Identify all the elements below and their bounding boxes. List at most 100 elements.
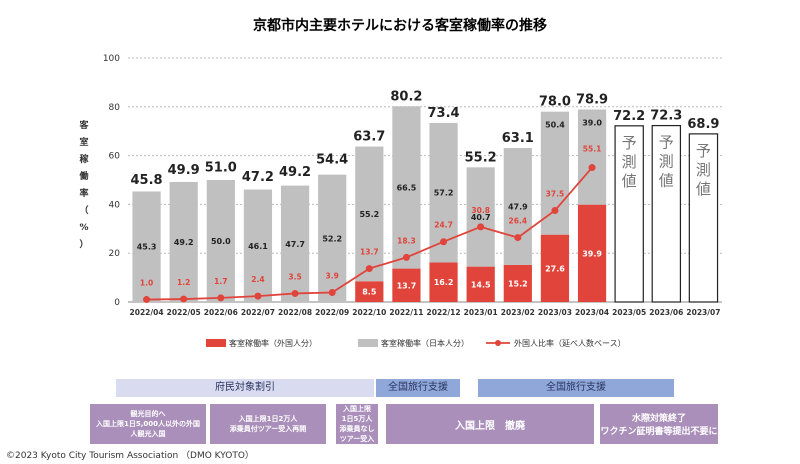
forecast-label: 予 [696, 142, 711, 160]
policy-box-line: 人観光入国 [130, 430, 166, 438]
domestic-bar [355, 146, 384, 282]
total-value-label: 72.3 [650, 109, 682, 124]
policy-box-line: 入国上限1日2万人 [238, 415, 298, 423]
domestic-value-label: 47.7 [285, 240, 305, 249]
intl-value-label: 16.2 [434, 278, 454, 287]
campaign-band: 全国旅行支援 [376, 379, 460, 397]
ratio-point [328, 288, 336, 296]
domestic-value-label: 50.0 [211, 237, 231, 246]
ratio-point [588, 164, 596, 172]
total-value-label: 49.9 [168, 163, 200, 178]
policy-box: 入国上限1日2万人添乗員付ツアー受入再開 [210, 404, 326, 444]
total-value-label: 73.4 [428, 106, 460, 121]
ratio-value-label: 1.0 [140, 279, 153, 288]
x-tick-label: 2022/09 [315, 308, 349, 317]
x-tick-label: 2023/05 [612, 308, 646, 317]
ratio-point [440, 238, 448, 246]
x-tick-label: 2023/01 [464, 308, 498, 317]
x-tick-label: 2022/11 [389, 308, 423, 317]
x-tick-label: 2022/08 [278, 308, 312, 317]
policy-box-line: ツアー受入 [339, 435, 375, 443]
ratio-value-label: 3.9 [326, 271, 339, 280]
total-value-label: 45.8 [131, 173, 163, 188]
legend: 客室稼働率（外国人分） 客室稼働率（日本人分） 外国人比率（延べ人数ベース） [206, 338, 626, 348]
y-axis-label: 客室稼働率 （% ） [78, 119, 89, 250]
x-tick-label: 2022/05 [167, 308, 201, 317]
intl-bar [355, 281, 384, 302]
ratio-point [143, 296, 151, 304]
y-tick-label: 60 [109, 152, 121, 162]
y-label-char: 働 [78, 170, 88, 182]
total-value-label: 63.7 [353, 130, 385, 145]
domestic-bar [503, 148, 532, 265]
legend-label-intl: 客室稼働率（外国人分） [229, 338, 317, 348]
total-value-label: 72.2 [613, 109, 645, 124]
domestic-bar [577, 109, 607, 205]
domestic-value-label: 45.3 [137, 243, 157, 252]
legend-swatch-intl [206, 339, 226, 347]
policy-box-line: 観光目的へ [130, 410, 166, 418]
total-value-label: 51.0 [205, 161, 237, 176]
total-value-label: 63.1 [502, 131, 534, 146]
y-tick-label: 80 [109, 103, 121, 113]
domestic-bar [392, 106, 421, 269]
domestic-bar [169, 181, 198, 302]
intl-bar [503, 264, 532, 302]
y-tick-label: 40 [109, 200, 121, 210]
domestic-value-label: 40.7 [471, 213, 491, 222]
ratio-line [143, 164, 596, 304]
policy-box: 入国上限 1日5万人添乗員なしツアー受入 [336, 404, 378, 444]
x-tick-label: 2023/02 [501, 308, 535, 317]
y-label-char: 室 [79, 136, 88, 148]
forecast-label: 測 [696, 161, 711, 179]
policy-box: 水際対策終了 ワクチン証明書等提出不要に [600, 404, 718, 444]
domestic-bar [318, 174, 347, 302]
forecast-label: 値 [659, 172, 674, 190]
ratio-value-label: 2.4 [251, 275, 264, 284]
ratio-value-label: 30.8 [471, 206, 490, 215]
forecast-bar [651, 124, 682, 303]
x-tick-label: 2022/04 [130, 308, 164, 317]
policy-box-line: 添乗員なし [339, 425, 375, 433]
intl-value-label: 27.6 [545, 264, 565, 273]
x-tick-label: 2022/06 [204, 308, 238, 317]
ratio-value-label: 55.1 [583, 145, 602, 154]
intl-value-label: 8.5 [362, 288, 377, 297]
ratio-point [217, 294, 225, 302]
total-value-label: 78.9 [576, 92, 608, 107]
intl-bar [429, 262, 458, 302]
policy-box-line: ワクチン証明書等提出不要に [600, 427, 718, 437]
ratio-point [254, 292, 262, 300]
total-value-label: 55.2 [465, 150, 497, 165]
legend-marker-ratio [495, 340, 501, 346]
y-label-char: ） [79, 239, 88, 250]
forecast-label: 値 [696, 180, 711, 198]
intl-value-label: 13.7 [397, 281, 417, 290]
policy-box-line: 1日5万人 [341, 415, 373, 423]
total-value-label: 54.4 [316, 152, 348, 167]
y-label-char: 率 [79, 187, 88, 199]
x-tick-label: 2023/07 [686, 308, 720, 317]
domestic-value-label: 46.1 [248, 242, 268, 251]
chart-title: 京都市内主要ホテルにおける客室稼働率の推移 [253, 17, 547, 34]
forecast-label: 測 [622, 153, 637, 171]
policy-box-line: 入国上限1日5,000人以外の外国 [95, 420, 200, 428]
domestic-value-label: 49.2 [174, 238, 194, 247]
ratio-value-label: 1.2 [177, 278, 190, 287]
ratio-point [514, 234, 522, 242]
domestic-bar [540, 111, 570, 235]
y-label-char: % [79, 223, 88, 233]
forecast-label: 測 [659, 153, 674, 171]
domestic-value-label: 47.9 [508, 202, 528, 211]
policy-box-line: 添乗員付ツアー受入再開 [229, 425, 307, 433]
domestic-bar [466, 167, 495, 267]
policy-box: 入国上限 撤廃 [386, 404, 594, 444]
campaign-band: 全国旅行支援 [478, 379, 674, 397]
domestic-bar [206, 180, 235, 302]
total-value-label: 68.9 [687, 117, 719, 132]
total-value-label: 78.0 [539, 95, 571, 110]
domestic-value-label: 66.5 [397, 183, 417, 192]
policy-box-line: 入国上限 [343, 405, 371, 413]
domestic-value-label: 57.2 [434, 189, 454, 198]
ratio-point [180, 295, 188, 303]
